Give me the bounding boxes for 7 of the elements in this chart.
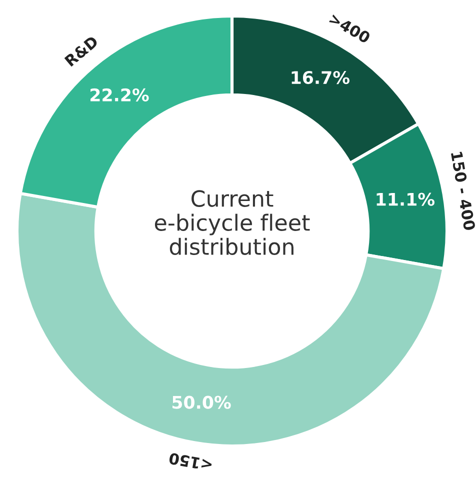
data-label: 22.2%	[90, 88, 149, 102]
text: Current e-bicycle fleet distribution	[154, 190, 310, 256]
data-label: 11.1%	[376, 192, 434, 206]
slice-label: 150 - 400	[450, 152, 476, 231]
data-label: 50.0%	[172, 396, 231, 409]
data-label: 16.7%	[292, 70, 350, 84]
slice-label: <150	[168, 452, 212, 472]
